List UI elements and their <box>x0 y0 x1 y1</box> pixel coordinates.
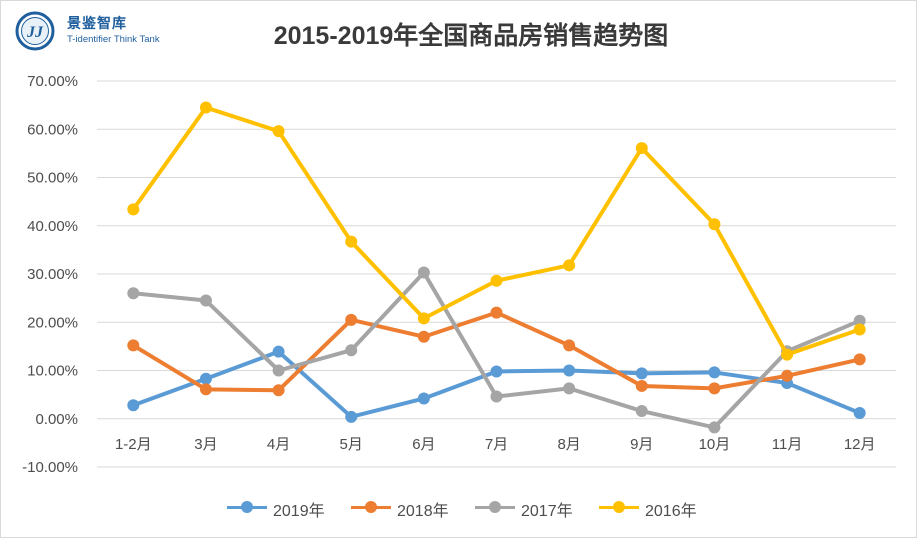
x-axis-labels: 1-2月 3月 4月 5月 6月 7月 8月 9月 10月 11月 12月 <box>115 436 876 453</box>
data-point <box>853 323 866 336</box>
x-tick-label: 11月 <box>772 436 803 453</box>
jj-logo-icon: JJ <box>15 11 55 51</box>
x-tick-label: 6月 <box>412 436 435 453</box>
data-point <box>417 330 430 343</box>
data-point <box>635 379 648 392</box>
series-2 <box>127 266 866 434</box>
y-tick-label: 40.00% <box>27 218 78 235</box>
data-point <box>417 392 430 405</box>
data-point <box>345 344 358 357</box>
series-lines <box>127 101 866 434</box>
data-point <box>490 365 503 378</box>
data-point <box>199 383 212 396</box>
y-tick-label: 50.00% <box>27 170 78 187</box>
data-point <box>345 235 358 248</box>
data-point <box>563 339 576 352</box>
legend-swatch-dot <box>365 501 377 513</box>
data-point <box>490 306 503 319</box>
brand-name-en: T-identifier Think Tank <box>67 34 160 45</box>
y-tick-label: 60.00% <box>27 121 78 138</box>
series-3 <box>127 101 866 361</box>
x-tick-label: 10月 <box>699 436 731 453</box>
data-point <box>708 218 721 231</box>
data-point <box>272 125 285 138</box>
data-point <box>127 287 140 300</box>
y-tick-label: 0.00% <box>35 411 78 428</box>
data-point <box>708 421 721 434</box>
data-point <box>127 399 140 412</box>
x-tick-label: 1-2月 <box>115 436 152 453</box>
data-point <box>199 294 212 307</box>
data-point <box>635 142 648 155</box>
y-tick-label: 30.00% <box>27 266 78 283</box>
legend-label: 2018年 <box>397 503 449 520</box>
data-point <box>345 410 358 423</box>
brand-logo: JJ 景鉴智库 T-identifier Think Tank <box>15 11 215 55</box>
legend-swatch-dot <box>241 501 253 513</box>
data-point <box>272 345 285 358</box>
chart-title: 2015-2019年全国商品房销售趋势图 <box>273 22 669 50</box>
x-tick-label: 5月 <box>340 436 363 453</box>
data-point <box>199 101 212 114</box>
logo-mark-text: JJ <box>26 24 44 41</box>
data-point <box>853 353 866 366</box>
data-point <box>708 382 721 395</box>
data-point <box>490 390 503 403</box>
data-point <box>345 313 358 326</box>
y-tick-label: 10.00% <box>27 363 78 380</box>
legend-label: 2016年 <box>645 503 697 520</box>
data-point <box>563 364 576 377</box>
series-line <box>131 349 862 419</box>
x-tick-label: 4月 <box>267 436 290 453</box>
data-point <box>781 348 794 361</box>
gridlines <box>97 80 896 468</box>
x-tick-label: 7月 <box>485 436 508 453</box>
series-line <box>131 270 862 430</box>
x-tick-label: 9月 <box>630 436 653 453</box>
series-1 <box>127 306 866 397</box>
y-tick-label: -10.00% <box>22 459 78 476</box>
series-0 <box>127 345 866 423</box>
x-tick-label: 3月 <box>194 436 217 453</box>
legend: 2019年 2018年 2017年 2016年 <box>1 494 917 520</box>
brand-name-cn: 景鉴智库 <box>67 15 127 31</box>
data-point <box>635 405 648 418</box>
data-point <box>635 367 648 380</box>
data-point <box>127 203 140 216</box>
data-point <box>127 339 140 352</box>
data-point <box>563 259 576 272</box>
y-tick-label: 70.00% <box>27 73 78 90</box>
data-point <box>272 364 285 377</box>
y-tick-label: 20.00% <box>27 314 78 331</box>
data-point <box>199 372 212 385</box>
legend-label: 2017年 <box>521 503 573 520</box>
legend-swatch-dot <box>489 501 501 513</box>
x-tick-label: 8月 <box>557 436 580 453</box>
data-point <box>417 312 430 325</box>
data-point <box>853 406 866 419</box>
data-point <box>490 274 503 287</box>
data-point <box>781 369 794 382</box>
y-axis-labels: -10.00% 0.00% 10.00% 20.00% 30.00% 40.00% 50.0… <box>22 73 78 476</box>
x-tick-label: 12月 <box>844 436 876 453</box>
data-point <box>417 266 430 279</box>
legend-label: 2019年 <box>273 503 325 520</box>
data-point <box>563 382 576 395</box>
legend-swatch-dot <box>613 501 625 513</box>
data-point <box>708 366 721 379</box>
data-point <box>853 314 866 327</box>
data-point <box>272 384 285 397</box>
